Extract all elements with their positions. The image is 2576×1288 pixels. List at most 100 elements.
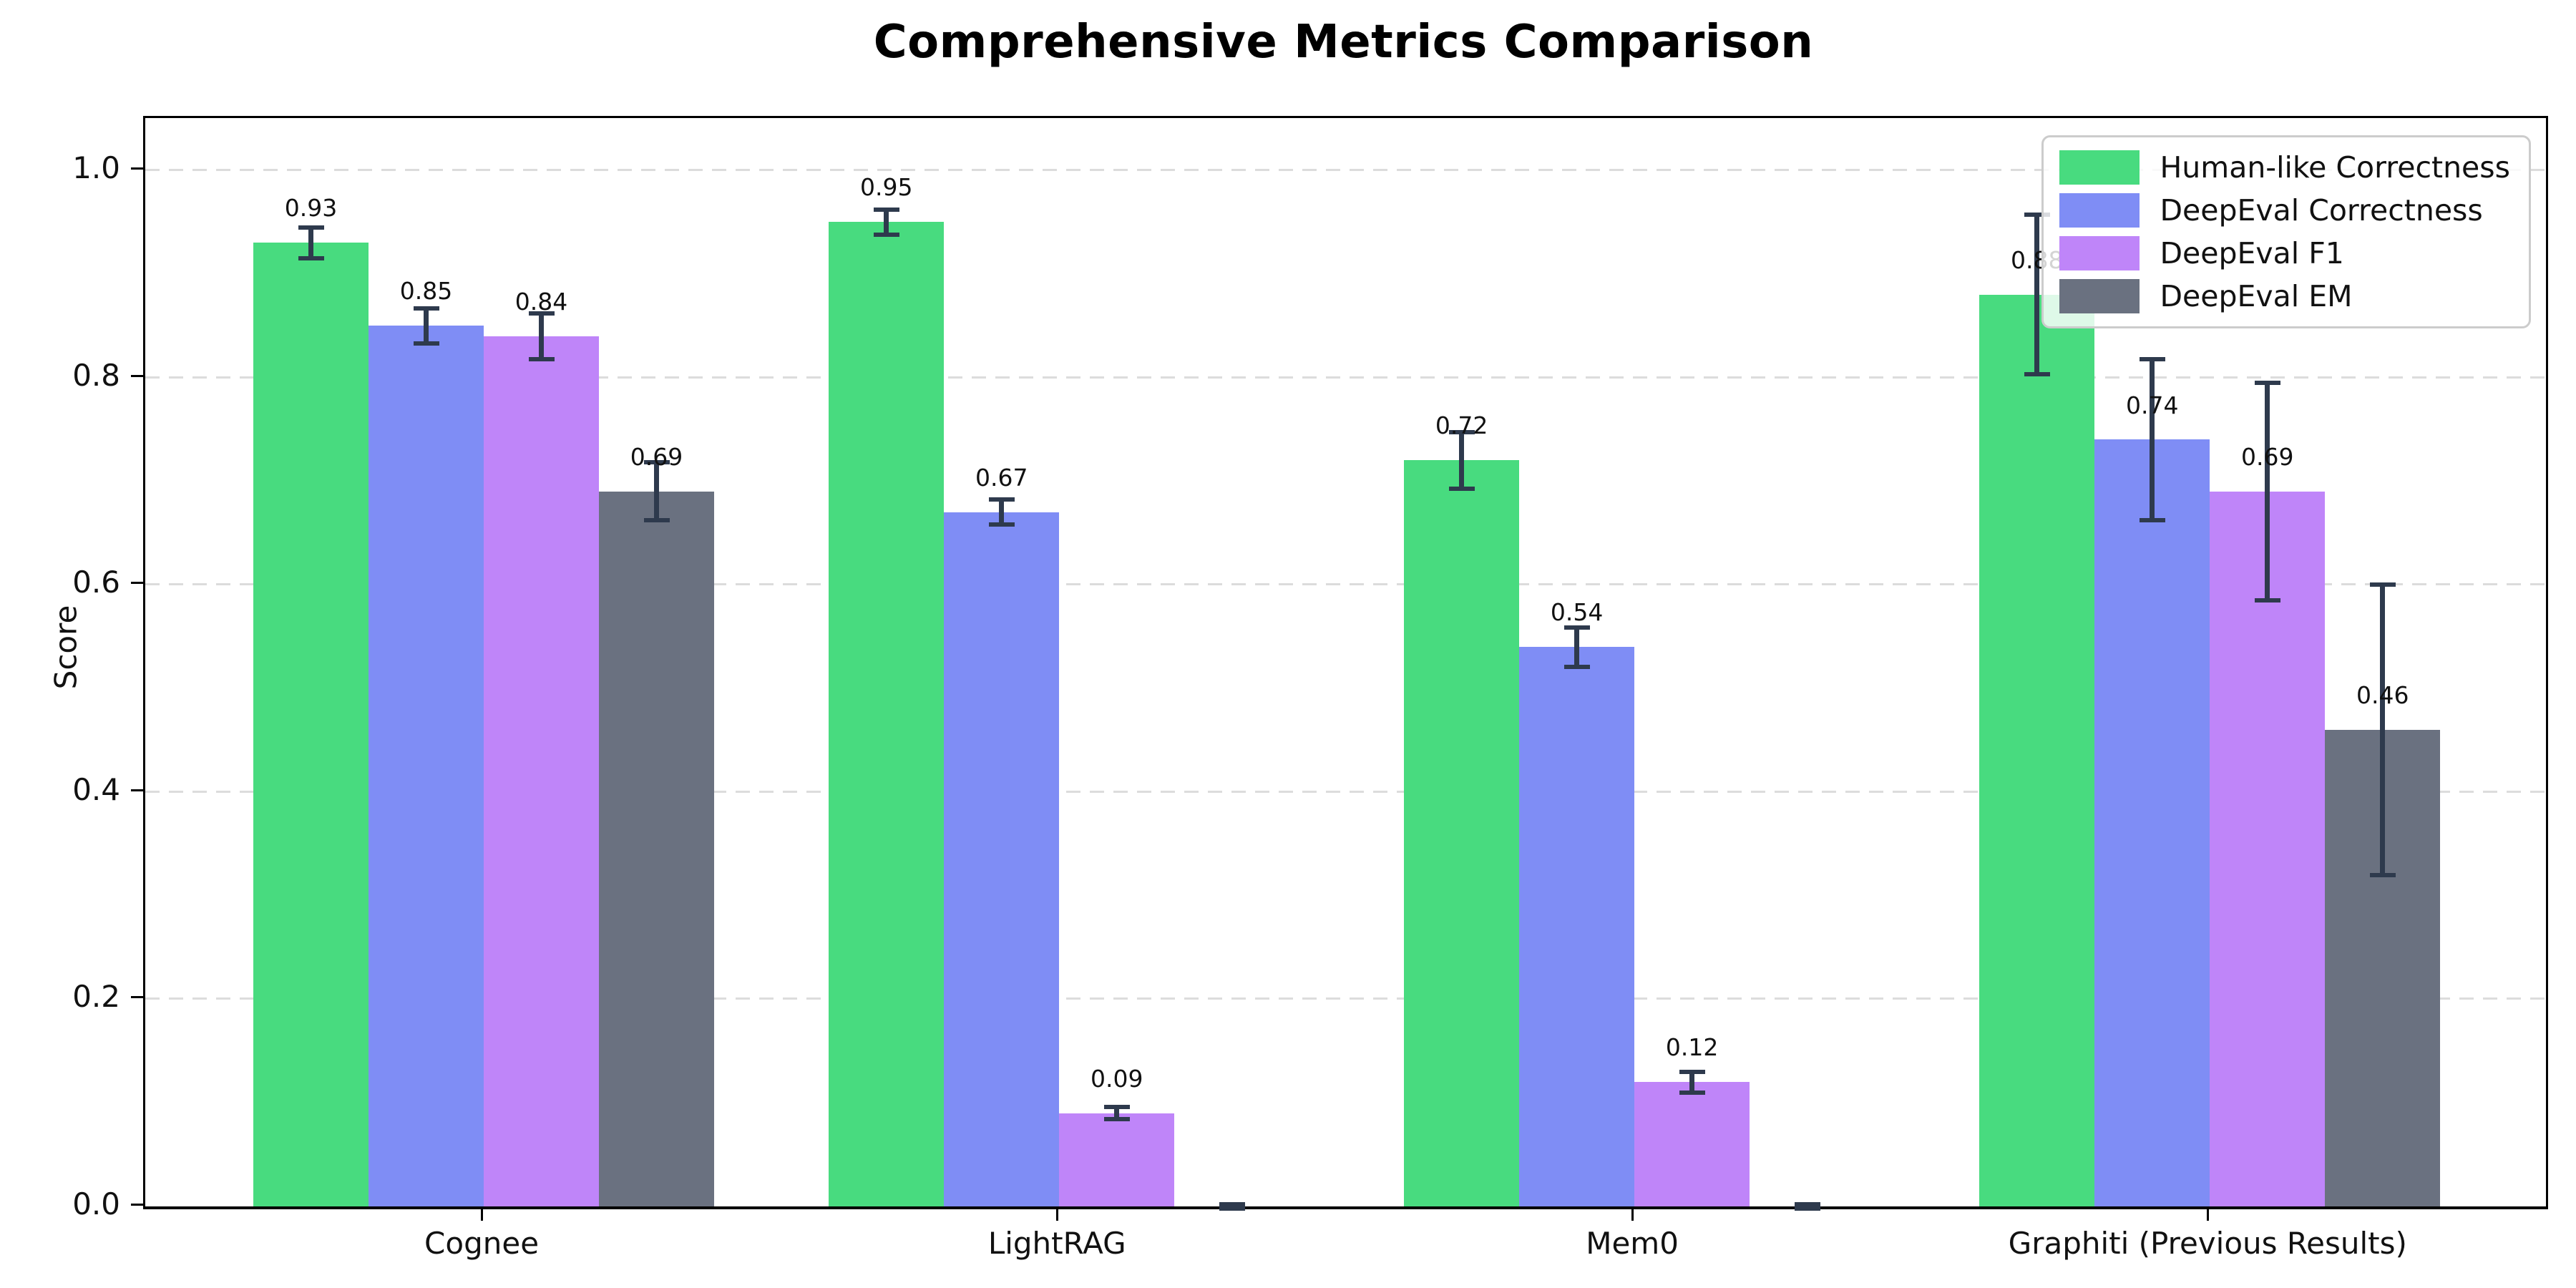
gridline-0.2 (145, 997, 2546, 1000)
value-label-deepeval-correctness-mem0: 0.54 (1550, 598, 1604, 627)
error-line-deepeval-correctness-graphiti-previous-results (2150, 358, 2155, 521)
bar-human-like-correctness-lightrag (829, 222, 945, 1206)
bar-deepeval-correctness-cognee (369, 326, 484, 1206)
x-tick-lightrag (1055, 1207, 1058, 1221)
value-label-deepeval-em-graphiti-previous-results: 0.46 (2356, 680, 2409, 709)
bar-human-like-correctness-graphiti-previous-results (1979, 294, 2095, 1206)
error-cap-bottom-human-like-correctness-mem0 (1448, 486, 1475, 491)
legend-swatch-deepeval-f1 (2059, 236, 2140, 270)
legend-swatch-deepeval-correctness (2059, 193, 2140, 228)
value-label-deepeval-f1-lightrag: 0.09 (1090, 1064, 1143, 1093)
bar-deepeval-em-cognee (599, 491, 715, 1206)
y-tick-label-0.2: 0.2 (72, 979, 120, 1015)
legend-label-human-like-correctness: Human-like Correctness (2160, 150, 2510, 185)
error-cap-bottom-deepeval-f1-cognee (528, 356, 555, 361)
y-tick-0.2 (131, 996, 143, 999)
error-cap-bottom-deepeval-em-lightrag (1219, 1206, 1245, 1211)
error-cap-bottom-deepeval-f1-graphiti-previous-results (2254, 597, 2280, 602)
bar-deepeval-f1-mem0 (1634, 1082, 1750, 1206)
error-cap-bottom-human-like-correctness-graphiti-previous-results (2024, 372, 2050, 377)
x-tick-mem0 (1631, 1207, 1634, 1221)
bar-deepeval-correctness-graphiti-previous-results (2094, 439, 2210, 1206)
error-line-deepeval-correctness-lightrag (999, 499, 1005, 525)
bar-deepeval-correctness-lightrag (944, 512, 1060, 1206)
error-line-deepeval-em-graphiti-previous-results (2380, 585, 2386, 875)
legend-item-deepeval-em: DeepEval EM (2059, 279, 2510, 313)
value-label-deepeval-em-cognee: 0.69 (630, 442, 683, 471)
error-line-human-like-correctness-graphiti-previous-results (2034, 215, 2040, 375)
x-tick-graphiti-previous-results (2206, 1207, 2209, 1221)
y-tick-label-0.4: 0.4 (72, 771, 120, 807)
error-cap-top-deepeval-f1-lightrag (1103, 1105, 1130, 1109)
x-tick-cognee (480, 1207, 483, 1221)
error-cap-top-deepeval-em-mem0 (1794, 1202, 1820, 1207)
legend-item-deepeval-f1: DeepEval F1 (2059, 236, 2510, 270)
error-cap-bottom-human-like-correctness-lightrag (873, 232, 899, 237)
error-line-deepeval-f1-lightrag (1114, 1107, 1120, 1120)
error-cap-bottom-deepeval-correctness-mem0 (1563, 664, 1590, 669)
error-cap-bottom-human-like-correctness-cognee (298, 256, 324, 261)
bar-deepeval-f1-lightrag (1059, 1113, 1175, 1206)
x-tick-label-cognee: Cognee (424, 1226, 540, 1261)
gridline-1.0 (145, 169, 2546, 171)
error-cap-bottom-deepeval-correctness-cognee (413, 341, 439, 346)
x-tick-label-graphiti-previous-results: Graphiti (Previous Results) (2008, 1226, 2407, 1261)
gridline-0.4 (145, 790, 2546, 793)
error-line-human-like-correctness-mem0 (1459, 432, 1465, 489)
value-label-deepeval-f1-mem0: 0.12 (1665, 1033, 1719, 1062)
x-tick-label-mem0: Mem0 (1586, 1226, 1679, 1261)
error-cap-top-human-like-correctness-graphiti-previous-results (2024, 213, 2050, 218)
error-cap-top-deepeval-f1-mem0 (1679, 1069, 1705, 1074)
legend-label-deepeval-correctness: DeepEval Correctness (2160, 193, 2483, 228)
error-line-deepeval-f1-graphiti-previous-results (2265, 382, 2270, 600)
bar-deepeval-f1-cognee (484, 336, 600, 1206)
value-label-deepeval-f1-graphiti-previous-results: 0.69 (2241, 442, 2294, 471)
y-tick-1.0 (131, 167, 143, 170)
legend-label-deepeval-f1: DeepEval F1 (2160, 236, 2344, 270)
value-label-deepeval-correctness-cognee: 0.85 (399, 277, 453, 306)
bar-human-like-correctness-mem0 (1404, 460, 1520, 1206)
error-cap-top-deepeval-em-graphiti-previous-results (2369, 582, 2396, 587)
error-line-deepeval-em-cognee (654, 462, 660, 521)
error-cap-top-deepeval-correctness-mem0 (1563, 625, 1590, 630)
value-label-human-like-correctness-lightrag: 0.95 (859, 173, 913, 202)
error-cap-bottom-deepeval-f1-mem0 (1679, 1090, 1705, 1095)
error-cap-bottom-deepeval-em-graphiti-previous-results (2369, 872, 2396, 877)
error-cap-top-human-like-correctness-cognee (298, 225, 324, 230)
error-cap-top-deepeval-correctness-cognee (413, 306, 439, 311)
gridline-0.6 (145, 583, 2546, 586)
error-line-deepeval-f1-cognee (539, 313, 545, 359)
value-label-human-like-correctness-cognee: 0.93 (284, 194, 338, 223)
error-cap-bottom-deepeval-em-mem0 (1794, 1206, 1820, 1211)
value-label-deepeval-f1-cognee: 0.84 (514, 287, 568, 316)
y-tick-0.6 (131, 582, 143, 585)
legend-label-deepeval-em: DeepEval EM (2160, 279, 2353, 313)
value-label-human-like-correctness-mem0: 0.72 (1435, 411, 1488, 440)
error-cap-bottom-deepeval-em-cognee (643, 518, 670, 523)
error-line-human-like-correctness-cognee (308, 227, 314, 259)
y-tick-0.0 (131, 1204, 143, 1206)
error-line-deepeval-correctness-mem0 (1574, 627, 1580, 667)
error-cap-top-deepeval-f1-cognee (528, 311, 555, 316)
y-tick-label-0.8: 0.8 (72, 357, 120, 393)
y-tick-0.4 (131, 789, 143, 791)
y-tick-label-0.6: 0.6 (72, 565, 120, 600)
value-label-deepeval-correctness-lightrag: 0.67 (975, 463, 1028, 492)
error-cap-bottom-deepeval-f1-lightrag (1103, 1117, 1130, 1122)
y-tick-0.8 (131, 374, 143, 377)
bar-deepeval-correctness-mem0 (1519, 647, 1635, 1206)
y-tick-label-0.0: 0.0 (72, 1186, 120, 1221)
error-cap-top-deepeval-em-cognee (643, 460, 670, 465)
y-tick-label-1.0: 1.0 (72, 150, 120, 185)
legend-swatch-human-like-correctness (2059, 150, 2140, 185)
error-cap-top-human-like-correctness-lightrag (873, 208, 899, 213)
value-label-deepeval-correctness-graphiti-previous-results: 0.74 (2126, 391, 2179, 419)
error-cap-top-deepeval-em-lightrag (1219, 1202, 1245, 1207)
legend-item-deepeval-correctness: DeepEval Correctness (2059, 193, 2510, 228)
chart-title: Comprehensive Metrics Comparison (873, 16, 1814, 69)
error-cap-top-human-like-correctness-mem0 (1448, 430, 1475, 435)
error-line-deepeval-f1-mem0 (1689, 1071, 1695, 1093)
legend-item-human-like-correctness: Human-like Correctness (2059, 150, 2510, 185)
error-line-human-like-correctness-lightrag (884, 210, 889, 235)
